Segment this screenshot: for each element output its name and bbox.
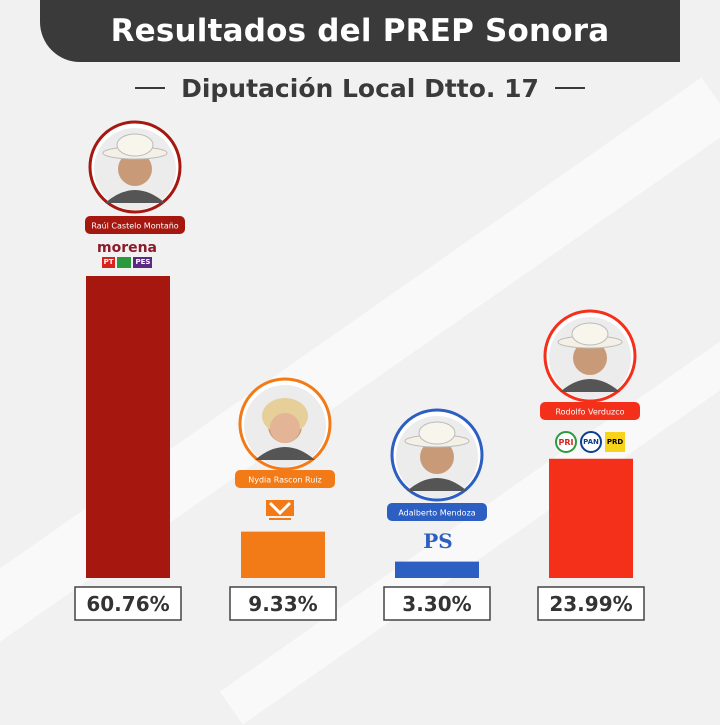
value-label-box	[229, 586, 337, 621]
mc-logo-icon	[266, 500, 294, 520]
mc-logo	[266, 500, 294, 522]
candidate-face-front	[270, 413, 300, 443]
morena-coalition-logo: morena PT PES	[92, 238, 162, 270]
bar	[395, 561, 479, 578]
pt-logo: PT	[101, 256, 116, 268]
value-label: 9.33%	[248, 592, 317, 616]
value-label-box	[74, 586, 182, 621]
hat-crown	[571, 322, 609, 346]
pes-logo: PES	[133, 256, 153, 268]
ps-logo-text: PS	[423, 529, 453, 553]
pri-pan-prd-logos: PRI PAN PRD	[551, 431, 629, 453]
chart-title: Resultados del PREP Sonora	[110, 13, 610, 49]
candidate-name-label: Rodolfo Verduzco	[555, 408, 624, 417]
pvem-logo	[117, 256, 132, 268]
candidate-shirt	[255, 447, 315, 460]
bar	[241, 531, 325, 578]
candidate-name-label-bg	[85, 216, 185, 234]
subtitle-row: Diputación Local Dtto. 17	[0, 70, 720, 106]
candidate-face	[118, 152, 152, 186]
pan-logo: PAN	[580, 431, 602, 453]
bar-chart: 60.76% Raúl Castelo Montaño 9.33% Nydia Ras…	[74, 120, 645, 621]
candidate-name-label-bg	[235, 470, 335, 488]
hat-crown	[418, 421, 456, 445]
candidate-shirt	[407, 478, 467, 491]
subtitle-line-right	[554, 87, 585, 89]
value-label: 3.30%	[402, 592, 471, 616]
value-label: 60.76%	[86, 592, 169, 616]
subtitle-line-left	[135, 87, 166, 89]
morena-logo-text: morena	[96, 239, 158, 256]
value-label: 23.99%	[549, 592, 632, 616]
bar	[549, 458, 633, 578]
candidate-shirt	[560, 379, 620, 392]
value-label-box	[383, 586, 491, 621]
candidate-name-label-bg	[387, 503, 487, 521]
candidate-name-label-bg	[540, 402, 640, 420]
candidate-name-label: Raúl Castelo Montaño	[91, 222, 178, 231]
pri-logo: PRI	[555, 431, 577, 453]
candidate-shirt	[105, 190, 165, 203]
candidate-name-label: Adalberto Mendoza	[398, 509, 475, 518]
chart-subtitle: Diputación Local Dtto. 17	[181, 73, 539, 103]
candidate-face	[573, 341, 607, 375]
candidate-face	[420, 440, 454, 474]
bar	[86, 276, 170, 578]
ps-logo: PS	[420, 528, 456, 554]
title-bar: Resultados del PREP Sonora	[40, 0, 680, 62]
prd-logo: PRD	[605, 432, 625, 452]
candidate-name-label: Nydia Rascon Ruiz	[248, 476, 322, 485]
value-label-box	[537, 586, 645, 621]
hat-crown	[116, 133, 154, 157]
